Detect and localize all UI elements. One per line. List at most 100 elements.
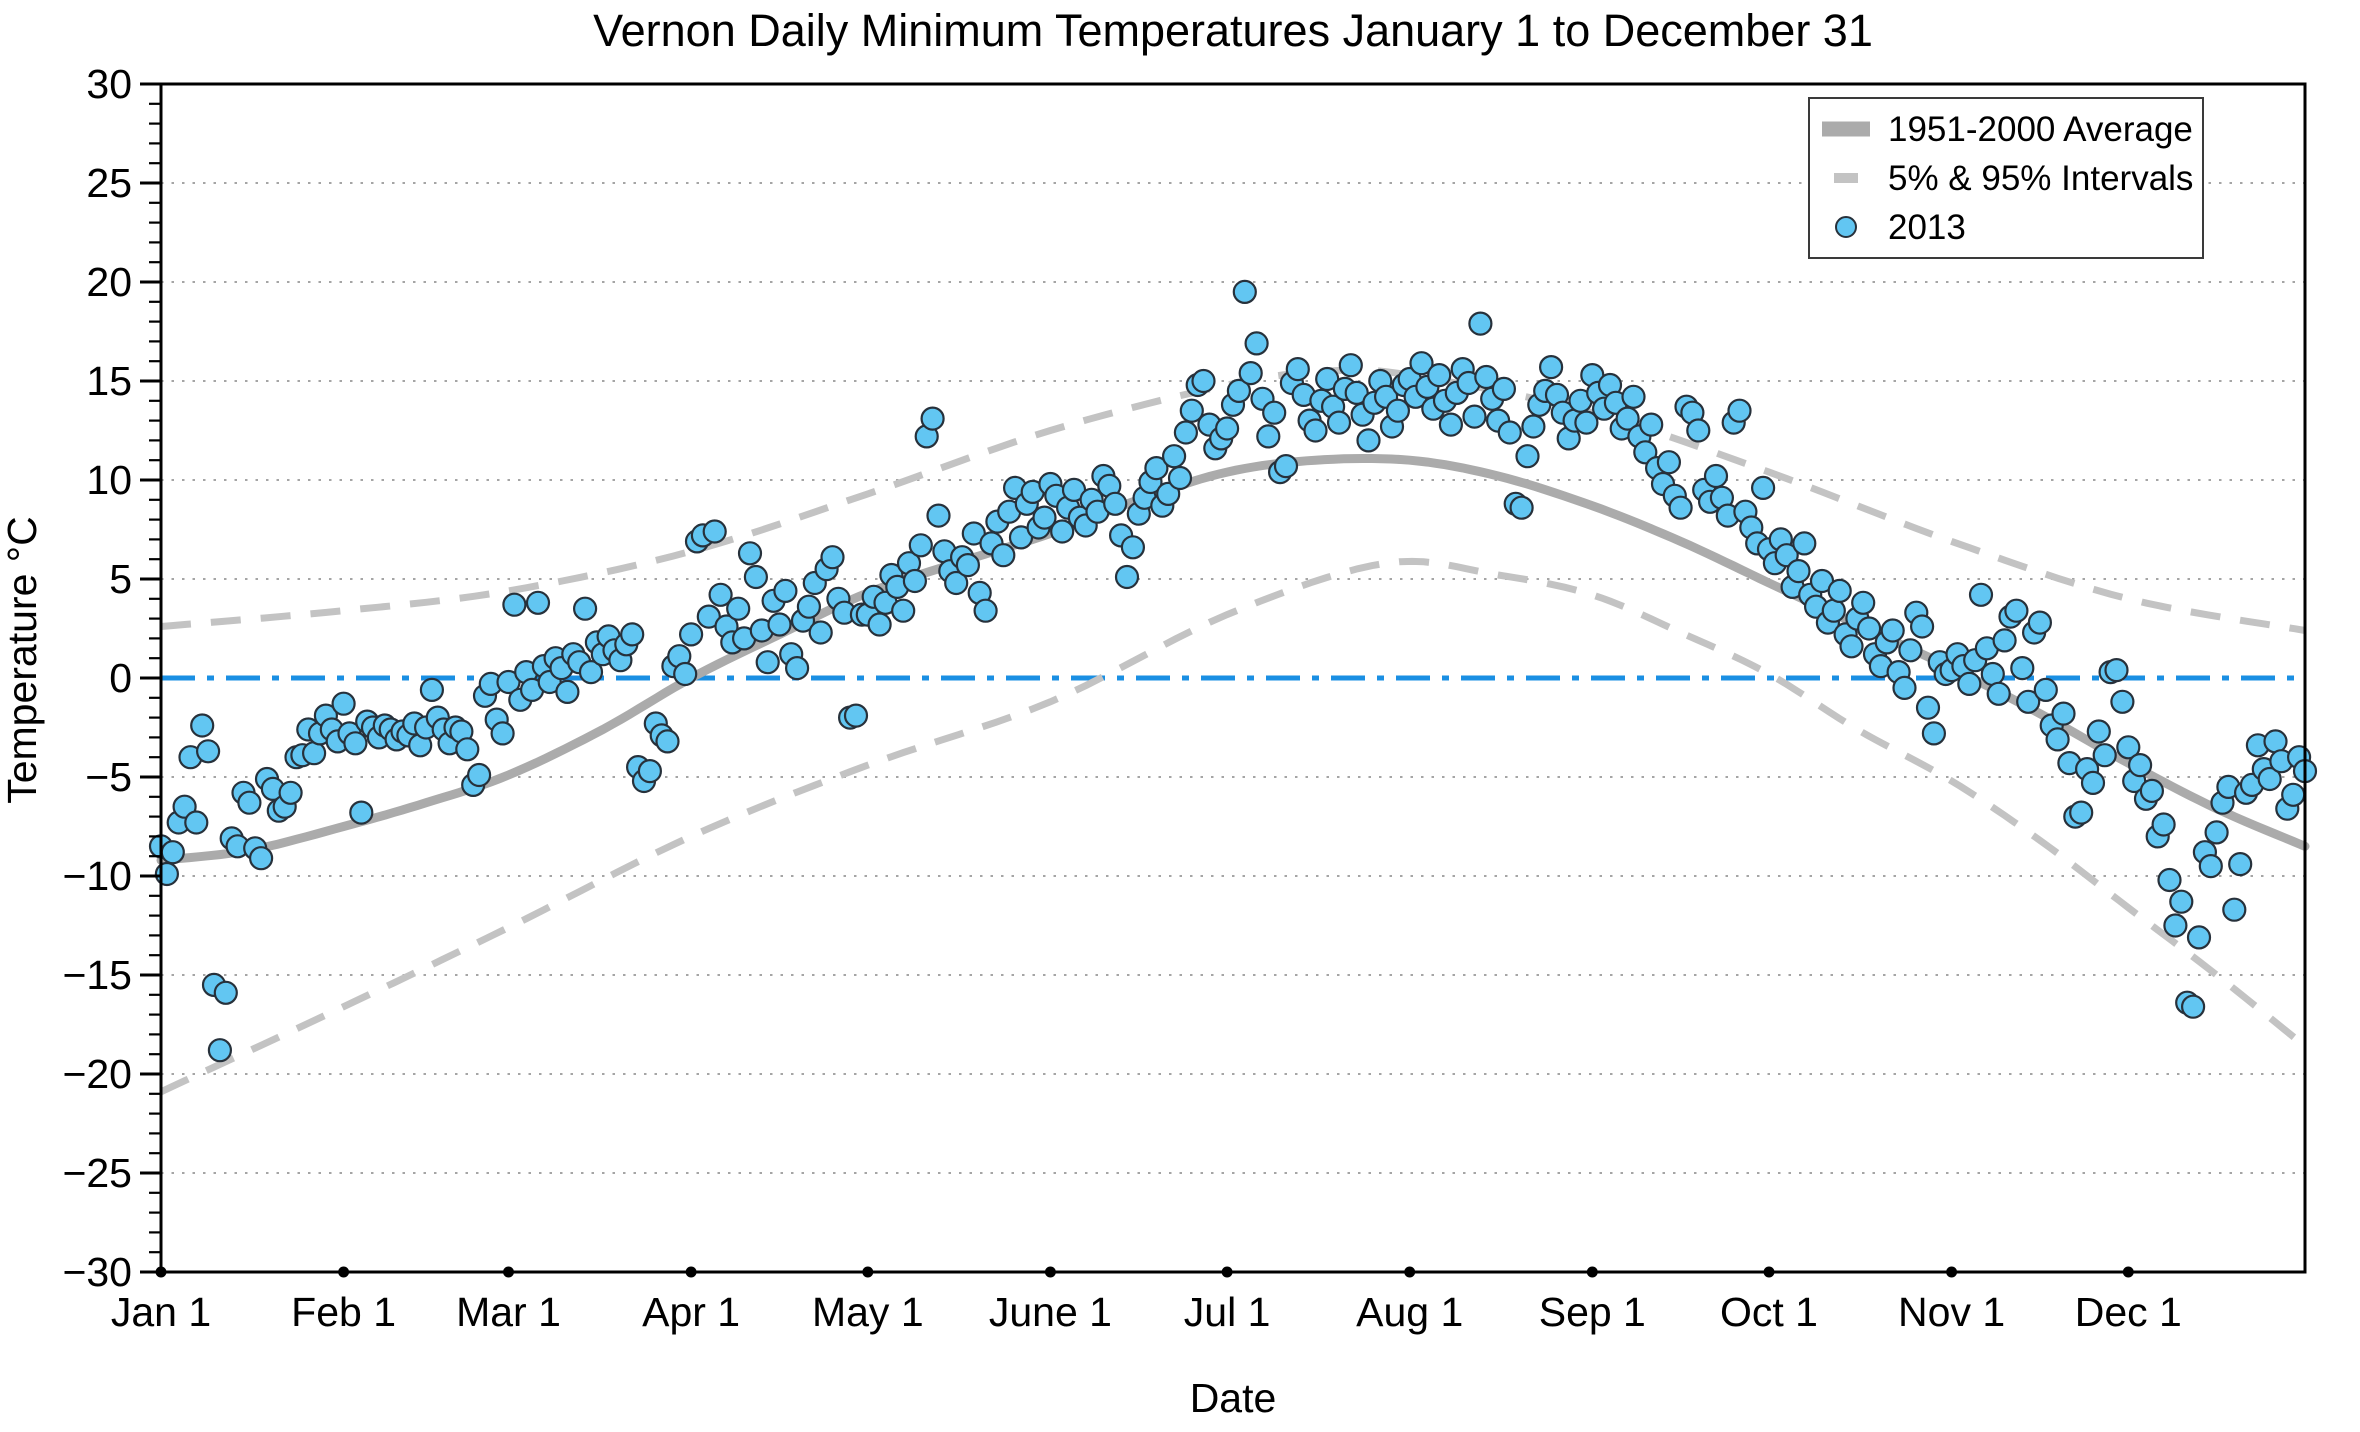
y-tick-label: −30 — [62, 1249, 132, 1295]
scatter-point — [655, 729, 680, 754]
scatter-point — [1156, 481, 1181, 506]
scatter-point — [555, 679, 580, 705]
scatter-point — [2186, 925, 2212, 950]
scatter-point — [2051, 701, 2076, 726]
scatter-point — [525, 590, 551, 615]
scatter-point — [1686, 418, 1711, 443]
scatter-point — [490, 721, 515, 746]
scatter-point — [343, 731, 368, 756]
scatter-point — [620, 622, 645, 647]
scatter-point — [755, 650, 780, 675]
scatter-points — [148, 279, 2318, 1063]
scatter-point — [190, 713, 215, 738]
scatter-point — [1980, 661, 2005, 687]
scatter-point — [2116, 735, 2141, 760]
scatter-point — [1438, 412, 1464, 437]
scatter-point — [2033, 677, 2058, 703]
scatter-point — [2139, 778, 2164, 804]
scatter-point — [2169, 889, 2194, 914]
y-axis-label: Temperature °C — [0, 516, 45, 804]
scatter-point — [673, 661, 698, 687]
scatter-point — [973, 598, 998, 623]
scatter-point — [1821, 598, 1846, 623]
scatter-point — [1262, 400, 1287, 425]
scatter-point — [2004, 598, 2029, 623]
scatter-point — [1338, 353, 1363, 378]
scatter-point — [1474, 364, 1499, 390]
chart-title: Vernon Daily Minimum Temperatures Januar… — [593, 5, 1873, 56]
scatter-point — [1515, 444, 1540, 469]
x-tick-label: Sep 1 — [1539, 1289, 1646, 1335]
scatter-point — [1703, 463, 1729, 489]
scatter-point — [1898, 638, 1923, 663]
scatter-point — [1491, 376, 1517, 401]
scatter-point — [1851, 590, 1876, 615]
scatter-point — [2016, 689, 2041, 714]
scatter-point — [2104, 657, 2129, 683]
scatter-point — [578, 659, 604, 685]
y-tick-label: 15 — [86, 358, 132, 404]
scatter-point — [2045, 727, 2070, 752]
scatter-point — [1639, 412, 1664, 437]
scatter-point — [2163, 913, 2188, 938]
scatter-point — [2151, 812, 2176, 837]
scatter-point — [955, 552, 981, 578]
y-tick-label: 10 — [86, 457, 132, 503]
scatter-point — [154, 861, 179, 887]
month-dot — [1763, 1266, 1775, 1278]
scatter-point — [1050, 519, 1075, 544]
scatter-point — [773, 578, 798, 604]
scatter-point — [1144, 456, 1169, 481]
scatter-point — [2263, 729, 2288, 754]
scatter-point — [2092, 743, 2117, 768]
scatter-point — [1509, 495, 1534, 520]
gridlines — [161, 182, 2305, 1174]
scatter-point — [1538, 355, 1564, 380]
scatter-point — [2080, 770, 2106, 796]
scatter-point — [1226, 378, 1252, 403]
scatter-point — [1191, 368, 1216, 394]
scatter-point — [702, 519, 727, 544]
scatter-point — [1521, 414, 1546, 439]
scatter-point — [1727, 398, 1752, 423]
y-tick-label: 30 — [86, 61, 132, 107]
x-tick-label: Oct 1 — [1720, 1289, 1818, 1335]
scatter-point — [1179, 398, 1204, 423]
scatter-point — [678, 622, 704, 647]
scatter-point — [726, 596, 751, 621]
scatter-point — [1827, 578, 1852, 604]
scatter-point — [920, 406, 945, 431]
scatter-point — [160, 840, 185, 865]
scatter-point — [1656, 450, 1682, 475]
scatter-point — [1892, 675, 1917, 701]
scatter-point — [1792, 531, 1817, 556]
scatter-point — [419, 677, 444, 703]
scatter-point — [1409, 351, 1434, 376]
legend-label-2013: 2013 — [1888, 208, 1966, 247]
month-dot — [503, 1266, 514, 1278]
x-tick-label: Apr 1 — [642, 1289, 740, 1335]
scatter-point — [2010, 655, 2035, 681]
scatter-point — [1992, 628, 2017, 653]
scatter-point — [1167, 465, 1193, 491]
scatter-point — [808, 620, 833, 645]
scatter-point — [1468, 311, 1493, 336]
scatter-point — [2222, 897, 2247, 922]
scatter-point — [207, 1038, 232, 1063]
scatter-point — [1114, 564, 1140, 590]
month-dot — [1044, 1266, 1056, 1278]
scatter-point — [502, 592, 527, 617]
legend: 1951-2000 Average 5% & 95% Intervals 201… — [1808, 97, 2204, 259]
scatter-point — [1427, 363, 1452, 388]
scatter-point — [249, 846, 274, 871]
scatter-point — [784, 655, 810, 681]
legend-2013-dot-swatch — [1835, 216, 1857, 238]
scatter-point — [467, 762, 492, 788]
scatter-point — [902, 568, 928, 594]
y-tick-label: −20 — [62, 1051, 132, 1097]
scatter-point — [184, 810, 209, 835]
scatter-point — [1173, 420, 1199, 445]
x-tick-label: June 1 — [989, 1289, 1112, 1335]
